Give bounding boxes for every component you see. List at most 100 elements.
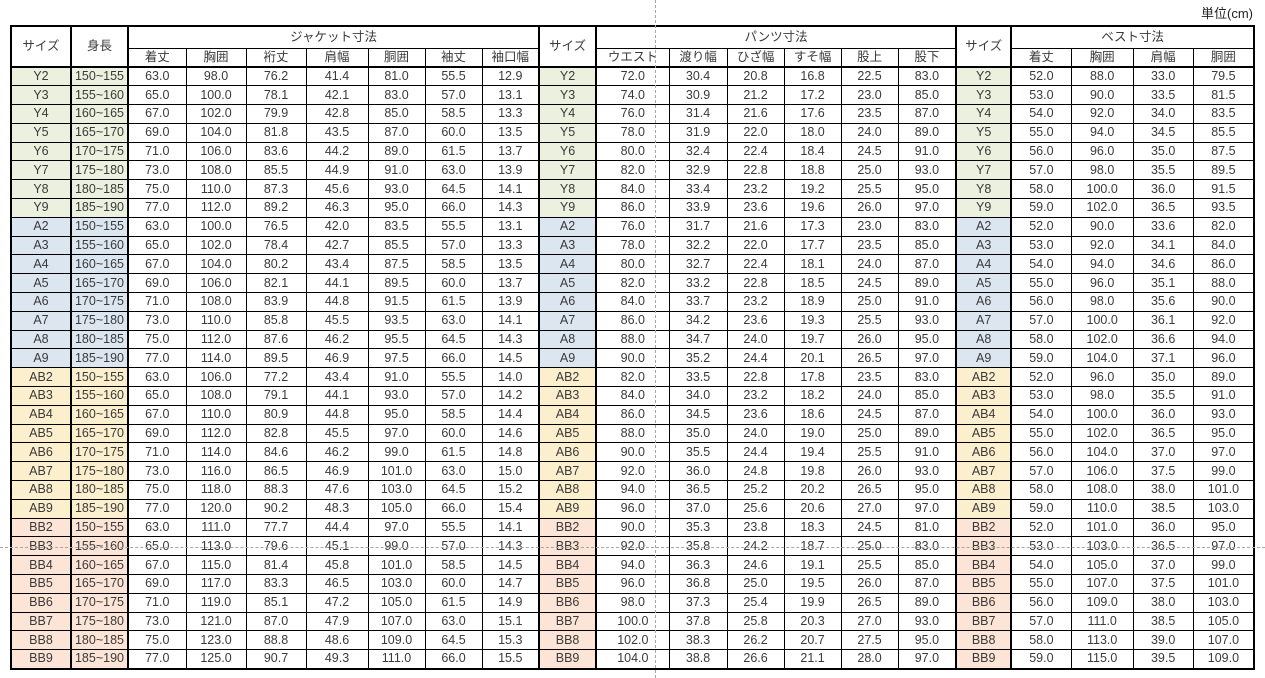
pants-measure-cell: 19.2 xyxy=(783,179,842,200)
height-cell: 155~160 xyxy=(70,536,129,557)
pants-measure-cell: 93.0 xyxy=(897,461,958,482)
height-cell: 170~175 xyxy=(70,442,129,463)
height-cell: 175~180 xyxy=(70,310,129,331)
pants-measure-cell: 95.0 xyxy=(897,630,958,651)
height-cell: 175~180 xyxy=(70,461,129,482)
jacket-measure-cell: 69.0 xyxy=(127,122,187,143)
vest-measure-cell: 58.0 xyxy=(1010,329,1072,350)
size-cell: A5 xyxy=(955,273,1013,294)
vest-measure-cell: 115.0 xyxy=(1070,649,1134,670)
jacket-measure-cell: 75.0 xyxy=(127,329,187,350)
table-row-BB2: BB2 150~155 63.0 111.0 77.7 44.4 97.0 55.5 14.1 B… xyxy=(10,517,1256,538)
vest-measure-cell: 36.5 xyxy=(1132,198,1194,218)
pants-measure-cell: 18.7 xyxy=(783,536,842,557)
jacket-measure-cell: 85.0 xyxy=(367,104,426,124)
jacket-measure-cell: 58.5 xyxy=(424,404,483,425)
vest-measure-cell: 35.5 xyxy=(1132,386,1194,406)
jacket-measure-cell: 67.0 xyxy=(127,254,187,275)
size-cell: Y9 xyxy=(10,198,72,218)
size-cell: BB8 xyxy=(955,630,1013,651)
vest-measure-cell: 52.0 xyxy=(1010,367,1072,388)
jacket-measure-cell: 88.3 xyxy=(245,480,307,500)
vest-measure-cell: 102.0 xyxy=(1070,329,1134,350)
pants-measure-cell: 92.0 xyxy=(595,461,670,482)
table-body: Y2 150~155 63.0 98.0 76.2 41.4 81.0 55.5 12.9 Y2 7… xyxy=(10,66,1256,670)
pants-measure-cell: 72.0 xyxy=(595,66,670,87)
pants-measure-cell: 26.5 xyxy=(840,348,899,369)
pants-measure-cell: 25.5 xyxy=(840,310,899,331)
jacket-measure-cell: 102.0 xyxy=(185,235,247,256)
size-cell: AB2 xyxy=(538,367,598,388)
height-cell: 180~185 xyxy=(70,480,129,500)
pants-measure-cell: 94.0 xyxy=(595,480,670,500)
pants-measure-cell: 17.3 xyxy=(783,216,842,237)
pants-measure-cell: 91.0 xyxy=(897,292,958,312)
height-cell: 150~155 xyxy=(70,216,129,237)
pants-measure-cell: 92.0 xyxy=(595,536,670,557)
pants-measure-cell: 33.7 xyxy=(668,292,728,312)
jacket-measure-cell: 66.0 xyxy=(424,498,483,519)
size-cell: A4 xyxy=(538,254,598,275)
jacket-measure-cell: 75.0 xyxy=(127,480,187,500)
jacket-measure-cell: 73.0 xyxy=(127,310,187,331)
table-row-AB3: AB3 155~160 65.0 108.0 79.1 44.1 93.0 57.0 14.2 A… xyxy=(10,386,1256,406)
jacket-measure-cell: 87.3 xyxy=(245,179,307,200)
jacket-measure-cell: 46.9 xyxy=(305,461,369,482)
pants-measure-cell: 94.0 xyxy=(595,555,670,576)
size-cell: BB7 xyxy=(538,611,598,632)
jacket-measure-cell: 58.5 xyxy=(424,104,483,124)
jacket-measure-cell: 45.1 xyxy=(305,536,369,557)
size-cell: BB6 xyxy=(10,592,72,613)
pants-measure-cell: 24.6 xyxy=(726,555,785,576)
col-header-jacket-yukitake: 裄丈 xyxy=(245,47,307,68)
jacket-measure-cell: 14.1 xyxy=(481,179,541,200)
vest-measure-cell: 107.0 xyxy=(1192,630,1256,651)
header-columns-row: 着丈 胸囲 裄丈 肩幅 胴囲 袖丈 袖口幅 ウエスト 渡り幅 ひざ幅 すそ幅 股… xyxy=(11,47,1256,68)
jacket-measure-cell: 77.0 xyxy=(127,348,187,369)
pants-measure-cell: 17.7 xyxy=(783,235,842,256)
vest-measure-cell: 90.0 xyxy=(1192,292,1256,312)
pants-measure-cell: 21.6 xyxy=(726,104,785,124)
pants-measure-cell: 16.8 xyxy=(783,66,842,87)
pants-measure-cell: 35.2 xyxy=(668,348,728,369)
jacket-measure-cell: 14.8 xyxy=(481,442,541,463)
vest-measure-cell: 83.5 xyxy=(1192,104,1256,124)
height-cell: 150~155 xyxy=(70,66,129,87)
jacket-measure-cell: 103.0 xyxy=(367,574,426,594)
pants-measure-cell: 24.4 xyxy=(726,348,785,369)
pants-measure-cell: 95.0 xyxy=(897,480,958,500)
vest-measure-cell: 56.0 xyxy=(1010,442,1072,463)
size-cell: A5 xyxy=(10,273,72,294)
jacket-measure-cell: 13.1 xyxy=(481,85,541,106)
size-cell: AB7 xyxy=(538,461,598,482)
vest-measure-cell: 101.0 xyxy=(1070,517,1134,538)
table-row-AB6: AB6 170~175 71.0 114.0 84.6 46.2 99.0 61.5 14.8 A… xyxy=(10,442,1256,463)
jacket-measure-cell: 13.9 xyxy=(481,160,541,181)
jacket-measure-cell: 110.0 xyxy=(185,179,247,200)
vest-measure-cell: 59.0 xyxy=(1010,198,1072,218)
size-cell: A8 xyxy=(955,329,1013,350)
jacket-measure-cell: 13.9 xyxy=(481,292,541,312)
jacket-measure-cell: 89.5 xyxy=(367,273,426,294)
jacket-measure-cell: 46.5 xyxy=(305,574,369,594)
vest-measure-cell: 90.0 xyxy=(1070,216,1134,237)
pants-measure-cell: 25.0 xyxy=(840,292,899,312)
pants-measure-cell: 20.8 xyxy=(726,66,785,87)
pants-measure-cell: 19.4 xyxy=(783,442,842,463)
col-header-jacket-doui: 胴囲 xyxy=(367,47,426,68)
vest-measure-cell: 54.0 xyxy=(1010,104,1072,124)
size-cell: AB4 xyxy=(10,404,72,425)
height-cell: 175~180 xyxy=(70,160,129,181)
size-cell: AB6 xyxy=(10,442,72,463)
jacket-measure-cell: 85.5 xyxy=(367,235,426,256)
height-cell: 180~185 xyxy=(70,179,129,200)
vest-measure-cell: 102.0 xyxy=(1070,423,1134,444)
col-header-vest-doui: 胴囲 xyxy=(1192,47,1256,68)
jacket-measure-cell: 64.5 xyxy=(424,179,483,200)
size-cell: Y2 xyxy=(538,66,598,87)
table-row-Y8: Y8 180~185 75.0 110.0 87.3 45.6 93.0 64.5 14.1 Y8… xyxy=(10,179,1256,200)
vest-measure-cell: 39.0 xyxy=(1132,630,1194,651)
size-cell: AB8 xyxy=(538,480,598,500)
size-cell: AB3 xyxy=(538,386,598,406)
vest-measure-cell: 53.0 xyxy=(1010,536,1072,557)
